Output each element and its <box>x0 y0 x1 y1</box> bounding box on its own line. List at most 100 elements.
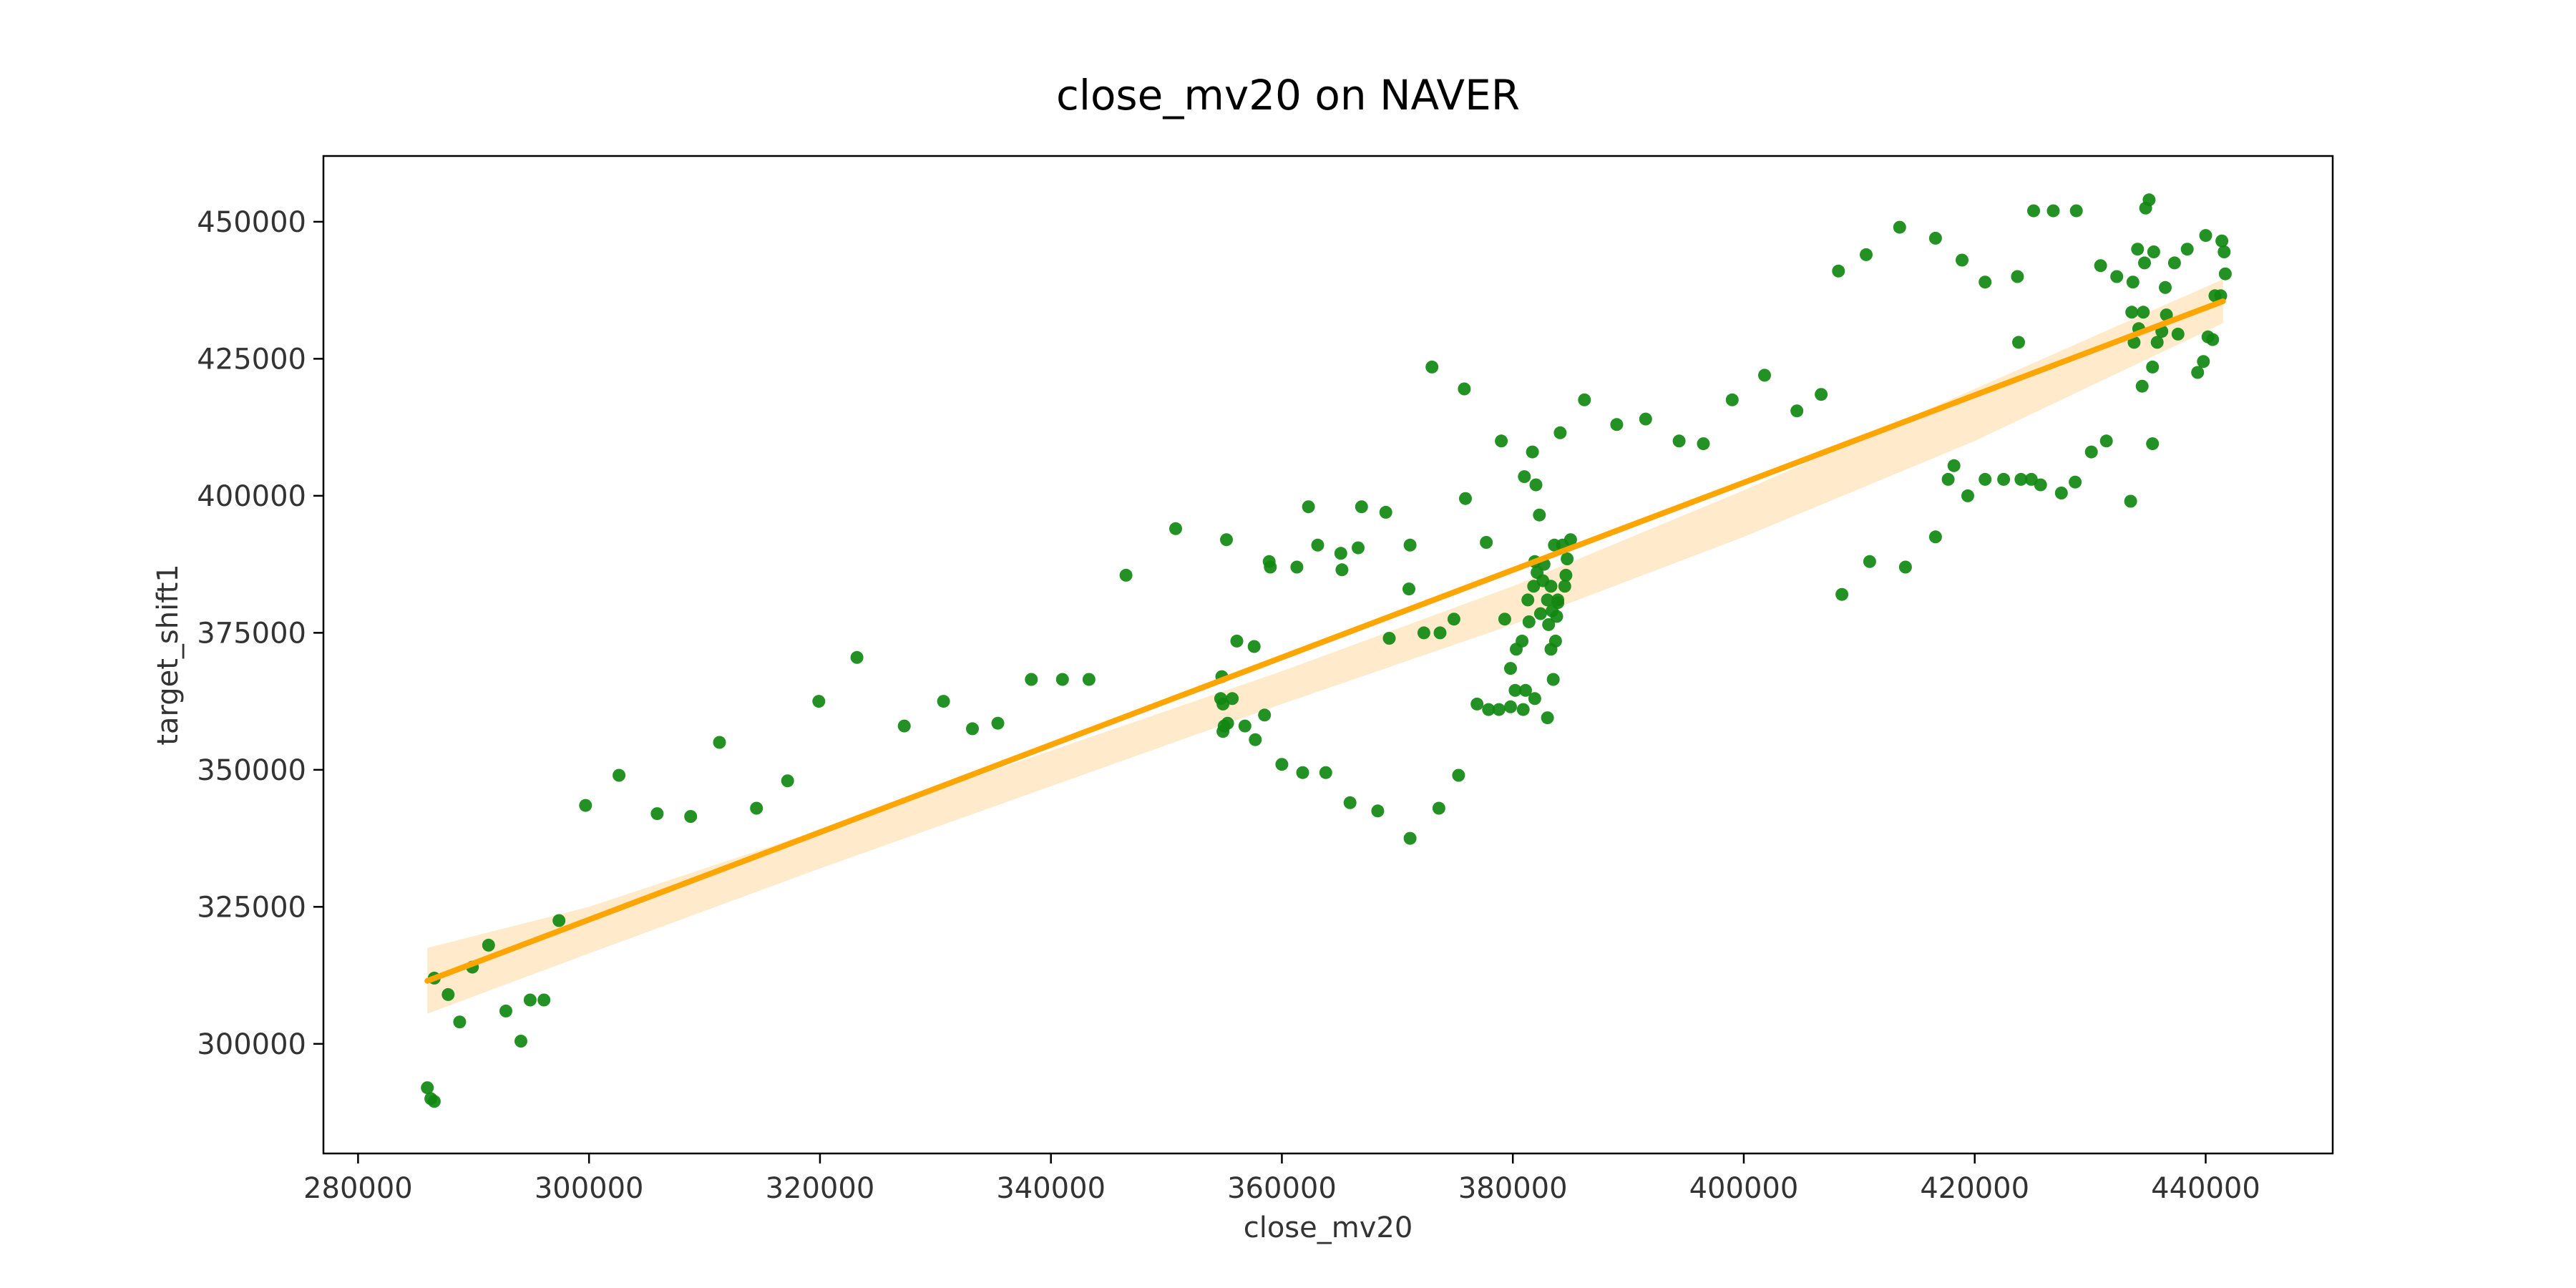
data-point <box>2147 245 2160 258</box>
data-point <box>1319 766 1332 779</box>
data-point <box>1470 697 1484 711</box>
data-point <box>1335 563 1349 577</box>
data-point <box>1403 538 1417 552</box>
data-point <box>2125 306 2139 319</box>
data-point <box>1221 716 1234 730</box>
data-point <box>1302 500 1315 514</box>
data-point <box>1230 634 1244 648</box>
data-point <box>2011 270 2024 283</box>
data-point <box>2014 472 2028 486</box>
data-point <box>1226 692 1239 706</box>
x-tick-label: 420000 <box>1920 1172 2029 1205</box>
confidence-band-layer <box>427 279 2223 1014</box>
data-point <box>1979 472 1992 486</box>
data-point <box>1815 388 1828 401</box>
data-point <box>2027 204 2040 218</box>
data-point <box>1893 220 1906 234</box>
data-point <box>1119 568 1133 582</box>
data-point <box>713 736 726 749</box>
data-point <box>2160 308 2173 322</box>
y-tick-label: 425000 <box>197 343 306 376</box>
data-point <box>1522 615 1536 628</box>
data-point <box>1447 613 1460 626</box>
data-point <box>2034 478 2047 492</box>
data-point <box>1055 673 1069 686</box>
data-point <box>1504 662 1517 675</box>
data-point <box>1480 536 1493 549</box>
data-point <box>1402 582 1415 596</box>
x-axis-label: close_mv20 <box>1244 1211 1413 1244</box>
data-point <box>453 1015 467 1029</box>
data-point <box>1697 437 1710 451</box>
data-point <box>552 914 566 927</box>
data-point <box>2206 333 2220 346</box>
data-point <box>2012 336 2025 349</box>
data-point <box>2135 379 2149 393</box>
y-axis-label: target_shift1 <box>152 564 185 745</box>
chart-title: close_mv20 on NAVER <box>1056 71 1520 119</box>
data-point <box>1264 560 1277 574</box>
data-point <box>2094 259 2107 273</box>
data-point <box>812 695 826 708</box>
x-tick-label: 340000 <box>996 1172 1106 1205</box>
data-point <box>1672 434 1686 448</box>
data-point <box>1425 360 1439 374</box>
y-tick-label: 325000 <box>197 891 306 924</box>
plot-frame <box>322 155 2334 1155</box>
data-point <box>2218 245 2231 258</box>
data-point <box>2146 360 2160 374</box>
data-point <box>1558 580 1571 593</box>
data-point <box>1258 708 1272 722</box>
data-point <box>1559 568 1573 582</box>
data-point <box>1352 541 1365 555</box>
data-point <box>1563 533 1577 547</box>
data-point <box>1832 264 1845 278</box>
data-point <box>1860 248 1873 261</box>
y-tick-label: 375000 <box>197 617 306 650</box>
x-tick-label: 440000 <box>2151 1172 2260 1205</box>
data-point <box>579 799 592 812</box>
data-point <box>1238 719 1252 733</box>
data-point <box>499 1004 512 1018</box>
data-point <box>2191 366 2205 379</box>
data-point <box>781 774 794 788</box>
data-point <box>1343 796 1357 809</box>
data-point <box>2099 434 2113 448</box>
data-point <box>1379 505 1392 519</box>
data-point <box>1495 434 1508 448</box>
data-point <box>1220 533 1233 547</box>
data-point <box>2124 494 2137 508</box>
data-point <box>427 1095 441 1108</box>
data-point <box>2171 327 2185 341</box>
data-point <box>2199 229 2212 243</box>
data-point <box>1498 613 1511 626</box>
data-point <box>1169 522 1182 535</box>
data-point <box>1382 632 1396 645</box>
regression-line <box>424 298 2226 984</box>
data-point <box>523 993 537 1007</box>
y-tick-label: 450000 <box>197 206 306 239</box>
data-point <box>1508 683 1522 697</box>
data-point <box>1296 766 1309 779</box>
data-point <box>1521 593 1535 607</box>
data-point <box>991 716 1005 730</box>
data-point <box>1249 733 1262 746</box>
data-point <box>1516 634 1529 648</box>
data-point <box>1518 470 1531 484</box>
data-point <box>1863 555 1876 568</box>
data-point <box>2069 475 2082 489</box>
data-point <box>2054 487 2068 499</box>
data-point <box>1516 703 1530 716</box>
x-tick-label: 360000 <box>1227 1172 1337 1205</box>
data-point <box>1961 489 1974 502</box>
data-point <box>1216 697 1230 711</box>
data-point <box>1355 500 1368 514</box>
data-point <box>2084 445 2098 459</box>
data-point <box>441 987 455 1001</box>
data-point <box>1247 640 1261 653</box>
confidence-band <box>427 279 2223 1014</box>
data-point <box>2110 270 2124 283</box>
data-point <box>1519 683 1532 697</box>
data-point <box>1941 472 1955 486</box>
